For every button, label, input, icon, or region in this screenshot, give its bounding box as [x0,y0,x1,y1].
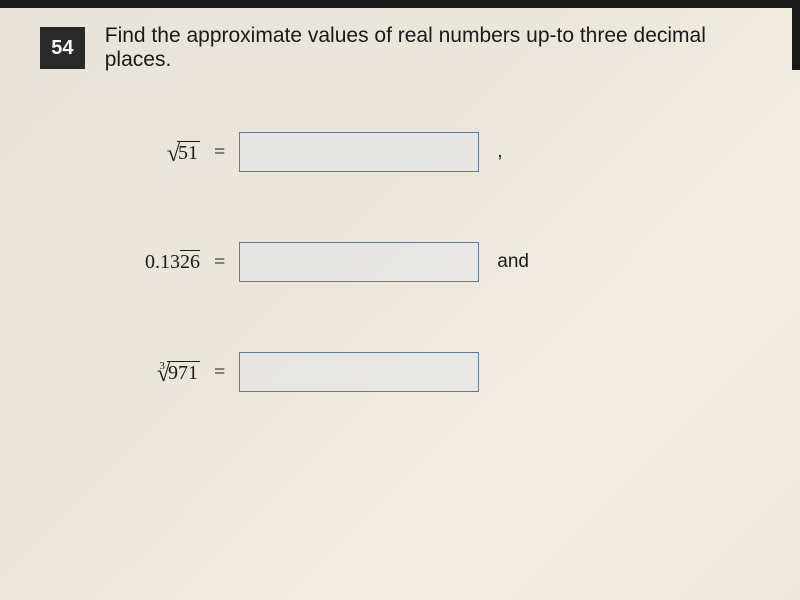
decimal-repeating: 26 [180,251,200,273]
right-border [792,0,800,70]
expression-repeating: 0.1326 [80,251,200,274]
suffix-and: and [497,251,529,273]
equals-sign: = [214,361,225,384]
answer-input-repeating[interactable] [239,242,479,282]
cuberoot-expression: 3 √ 971 [153,359,200,386]
page-container: 54 Find the approximate values of real n… [0,0,800,486]
sqrt-expression: √ 51 [167,139,200,166]
question-number-text: 54 [51,37,73,60]
problems-list: √ 51 = , 0.1326 = and 3 √ 971 [40,132,760,392]
equals-sign: = [214,141,225,164]
question-prompt: Find the approximate values of real numb… [105,24,760,72]
answer-input-cuberoot[interactable] [239,352,479,392]
problem-row-sqrt51: √ 51 = , [80,132,760,172]
decimal-prefix: 0.13 [145,251,180,273]
answer-input-sqrt51[interactable] [239,132,479,172]
equals-sign: = [214,251,225,274]
suffix-comma: , [497,141,502,163]
radicand-value: 971 [167,361,200,385]
problem-row-cuberoot: 3 √ 971 = [80,352,760,392]
radical-icon: √ [167,141,180,168]
radical-icon: √ [157,361,170,388]
radicand-value: 51 [177,141,200,165]
top-border [0,0,800,8]
expression-sqrt51: √ 51 [80,139,200,166]
problem-row-repeating: 0.1326 = and [80,242,760,282]
question-number-badge: 54 [40,27,85,69]
expression-cuberoot: 3 √ 971 [80,359,200,386]
question-header: 54 Find the approximate values of real n… [40,24,760,72]
